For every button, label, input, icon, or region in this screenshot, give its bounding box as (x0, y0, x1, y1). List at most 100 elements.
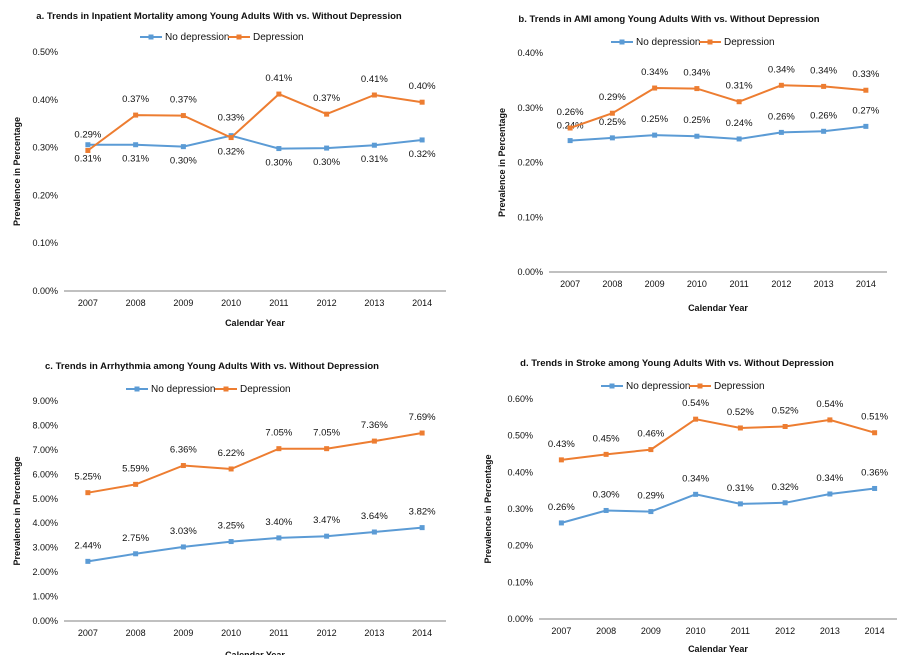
data-point (821, 83, 827, 89)
x-tick-label: 2009 (645, 279, 665, 289)
data-label: 0.37% (313, 93, 340, 104)
y-tick-label: 0.10% (32, 238, 58, 248)
data-label: 0.41% (361, 74, 388, 85)
data-label: 0.27% (852, 105, 879, 116)
chart-d: d. Trends in Stroke among Young Adults W… (483, 358, 897, 654)
data-label: 0.30% (265, 158, 292, 169)
data-point (778, 129, 784, 135)
y-tick-label: 9.00% (32, 396, 58, 406)
legend-item-no-depression: No depression (126, 384, 215, 395)
y-tick-label: 0.10% (517, 212, 543, 222)
data-label: 0.32% (772, 482, 799, 493)
data-label: 0.25% (599, 117, 626, 128)
y-tick-label: 0.20% (32, 190, 58, 200)
x-tick-label: 2009 (173, 298, 193, 308)
data-label: 0.40% (409, 81, 436, 92)
legend-label: Depression (724, 37, 775, 48)
data-point (371, 142, 377, 148)
data-point (85, 558, 91, 564)
data-label: 0.37% (122, 94, 149, 105)
y-tick-label: 0.40% (517, 48, 543, 58)
x-tick-label: 2011 (269, 628, 288, 638)
y-tick-label: 0.00% (32, 616, 58, 626)
x-tick-label: 2013 (364, 298, 384, 308)
data-point (694, 86, 700, 92)
x-tick-label: 2014 (865, 626, 885, 636)
y-tick-label: 1.00% (32, 592, 58, 602)
data-point (324, 446, 330, 452)
legend-item-depression: Depression (228, 32, 304, 43)
data-label: 3.25% (218, 521, 245, 532)
legend-item-depression: Depression (215, 384, 291, 395)
data-label: 0.36% (861, 467, 888, 478)
y-axis-title: Prevalence in Percentage (483, 454, 493, 563)
legend-item-depression: Depression (699, 37, 775, 48)
data-point (371, 92, 377, 98)
data-point (558, 520, 564, 526)
chart-c: c. Trends in Arrhythmia among Young Adul… (12, 361, 446, 655)
data-point (863, 123, 869, 129)
legend-item-depression: Depression (689, 381, 765, 392)
x-tick-label: 2012 (317, 628, 337, 638)
data-point (133, 481, 139, 487)
data-label: 0.31% (74, 154, 101, 165)
y-tick-label: 7.00% (32, 445, 58, 455)
data-label: 3.03% (170, 526, 197, 537)
data-point (419, 99, 425, 105)
y-axis-title: Prevalence in Percentage (12, 456, 22, 565)
data-point (276, 91, 282, 97)
data-point (737, 425, 743, 431)
data-label: 0.34% (768, 64, 795, 75)
data-label: 0.31% (726, 81, 753, 92)
data-point (736, 99, 742, 105)
data-point (133, 142, 139, 148)
data-point (693, 416, 699, 422)
chart-title: d. Trends in Stroke among Young Adults W… (520, 358, 834, 369)
data-point (228, 466, 234, 472)
chart-a: a. Trends in Inpatient Mortality among Y… (12, 11, 446, 328)
x-tick-label: 2010 (221, 628, 241, 638)
data-point (872, 430, 878, 436)
y-axis-title: Prevalence in Percentage (497, 108, 507, 217)
data-point (603, 451, 609, 457)
data-label: 3.47% (313, 515, 340, 526)
legend-label: Depression (714, 381, 765, 392)
legend-label: No depression (165, 32, 229, 43)
x-tick-label: 2012 (775, 626, 795, 636)
y-tick-label: 0.00% (507, 614, 533, 624)
data-label: 0.29% (637, 491, 664, 502)
data-point (652, 85, 658, 91)
data-label: 0.31% (122, 154, 149, 165)
legend-item-no-depression: No depression (601, 381, 690, 392)
y-tick-label: 0.20% (517, 158, 543, 168)
x-axis-title: Calendar Year (688, 303, 748, 313)
x-tick-label: 2013 (814, 279, 834, 289)
x-tick-label: 2012 (771, 279, 791, 289)
y-tick-label: 0.00% (32, 286, 58, 296)
data-label: 0.34% (641, 67, 668, 78)
data-point (652, 132, 658, 138)
y-tick-label: 0.50% (507, 431, 533, 441)
x-tick-label: 2008 (596, 626, 616, 636)
x-tick-label: 2013 (364, 628, 384, 638)
y-tick-label: 0.30% (517, 103, 543, 113)
data-label: 6.22% (218, 448, 245, 459)
y-tick-label: 8.00% (32, 420, 58, 430)
y-tick-label: 0.30% (32, 143, 58, 153)
series-line-depression (561, 418, 875, 461)
y-axis-title: Prevalence in Percentage (12, 117, 22, 226)
chart-title: b. Trends in AMI among Young Adults With… (518, 14, 819, 25)
data-label: 0.24% (726, 118, 753, 129)
data-point (419, 137, 425, 143)
data-label: 7.69% (409, 412, 436, 423)
y-tick-label: 0.30% (507, 504, 533, 514)
data-label: 0.51% (861, 412, 888, 423)
legend-item-no-depression: No depression (140, 32, 229, 43)
data-label: 0.32% (218, 147, 245, 158)
data-label: 7.05% (313, 428, 340, 439)
data-point (276, 146, 282, 152)
x-tick-label: 2007 (551, 626, 571, 636)
data-label: 0.34% (816, 473, 843, 484)
data-label: 0.34% (810, 65, 837, 76)
legend-label: No depression (151, 384, 215, 395)
